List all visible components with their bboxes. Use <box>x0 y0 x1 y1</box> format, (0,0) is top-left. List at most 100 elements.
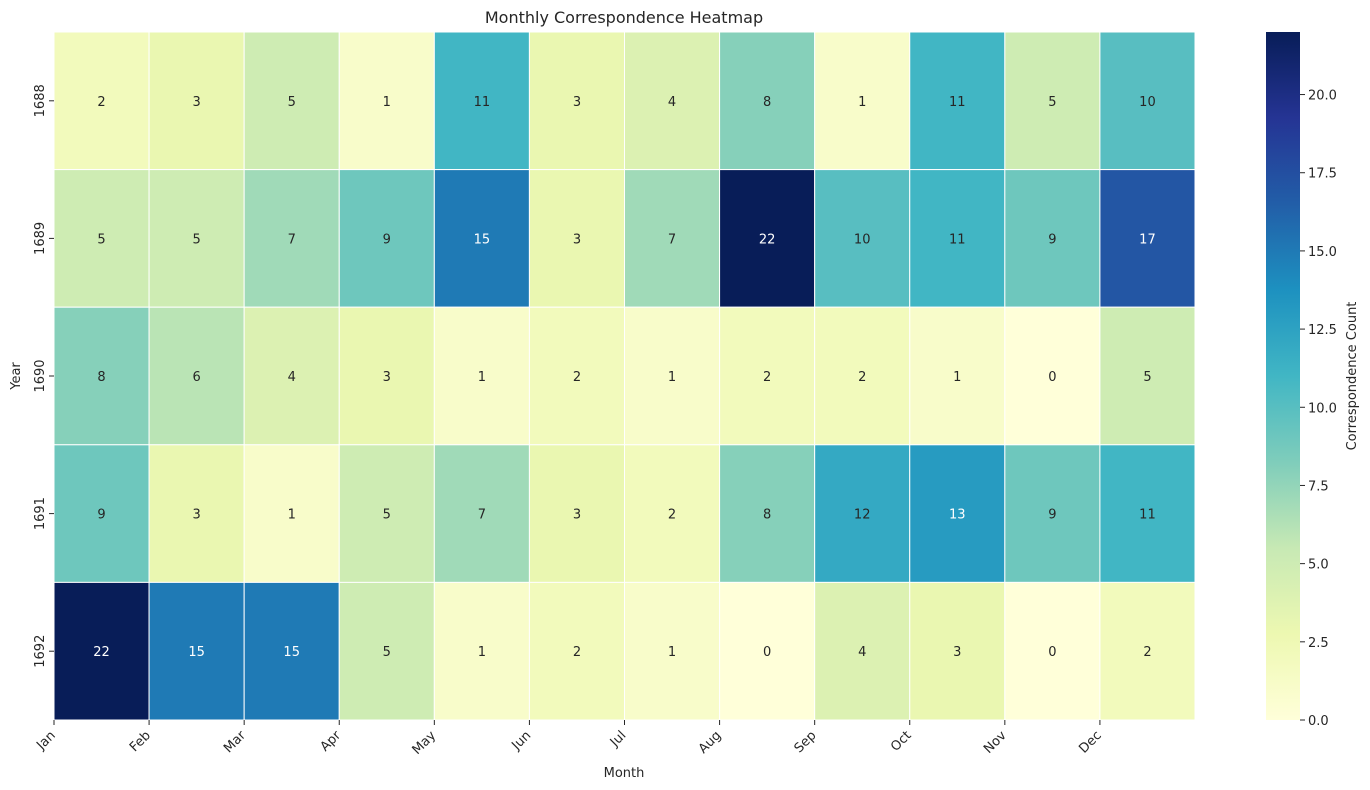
colorbar-tick-label: 5.0 <box>1308 558 1329 573</box>
cell-value-label: 1 <box>668 645 676 660</box>
cell-value-label: 5 <box>1143 370 1151 385</box>
cell-value-label: 5 <box>192 232 200 247</box>
cell-value-label: 9 <box>1048 232 1056 247</box>
cell-value-label: 8 <box>763 508 771 523</box>
x-axis-label: Month <box>604 766 645 781</box>
cell-value-label: 1 <box>288 508 296 523</box>
heatmap-cell <box>338 169 435 308</box>
heatmap-cell <box>433 581 530 721</box>
heatmap-cell <box>528 31 626 171</box>
heatmap-cell <box>53 581 150 721</box>
cell-value-label: 6 <box>192 370 200 385</box>
cell-value-label: 2 <box>858 370 866 385</box>
heatmap-cell <box>243 581 340 721</box>
cell-value-label: 5 <box>97 232 105 247</box>
colorbar-tick-label: 15.0 <box>1308 245 1337 260</box>
colorbar-ticks: 0.0 2.5 5.0 7.5 10.0 12.5 15.0 17.5 20.0 <box>1300 89 1337 729</box>
cell-value-label: 2 <box>97 95 105 110</box>
cell-value-label: 4 <box>858 645 866 660</box>
heatmap-cell <box>433 306 530 446</box>
y-tick-label: 1690 <box>33 359 48 392</box>
heatmap-cell <box>1004 306 1101 446</box>
heatmap-cell <box>814 581 911 721</box>
x-tick-label: Jun <box>509 728 535 754</box>
cell-value-label: 1 <box>668 370 676 385</box>
cell-value-label: 0 <box>763 645 771 660</box>
cell-value-label: 1 <box>953 370 961 385</box>
cell-value-label: 8 <box>763 95 771 110</box>
heatmap-cell <box>1099 169 1196 308</box>
heatmap-cell <box>1004 169 1101 308</box>
cell-value-label: 5 <box>1048 95 1056 110</box>
cell-value-label: 5 <box>288 95 296 110</box>
heatmap-cell <box>53 169 150 308</box>
cell-value-label: 15 <box>474 232 491 247</box>
cell-value-label: 11 <box>474 95 491 110</box>
cell-value-label: 4 <box>288 370 296 385</box>
cell-value-label: 9 <box>383 232 391 247</box>
cell-value-label: 2 <box>1143 645 1151 660</box>
cell-value-label: 12 <box>854 508 871 523</box>
cell-value-label: 9 <box>1048 508 1056 523</box>
x-tick-label: Jul <box>607 728 629 750</box>
heatmap-cell <box>909 444 1006 583</box>
cell-value-label: 3 <box>953 645 961 660</box>
x-tick-label: Aug <box>696 728 725 757</box>
x-tick-label: Mar <box>221 728 249 756</box>
x-tick-label: Nov <box>981 728 1010 757</box>
cell-value-label: 7 <box>288 232 296 247</box>
cell-value-label: 3 <box>383 370 391 385</box>
cell-value-label: 1 <box>858 95 866 110</box>
heatmap-cell <box>624 306 721 446</box>
heatmap-cell <box>148 581 245 721</box>
heatmap-cell <box>148 444 245 583</box>
heatmap-cell <box>338 444 435 583</box>
y-axis-label: Year <box>9 362 24 391</box>
heatmap-cell <box>433 31 530 171</box>
heatmap-cell <box>53 306 150 446</box>
heatmap-cell <box>243 169 340 308</box>
cell-value-label: 7 <box>668 232 676 247</box>
cell-value-label: 3 <box>192 508 200 523</box>
heatmap-cell <box>338 31 435 171</box>
cell-value-label: 1 <box>478 645 486 660</box>
x-tick-label: Oct <box>888 728 915 755</box>
heatmap-cell <box>53 444 150 583</box>
heatmap-cell <box>814 169 911 308</box>
colorbar-tick-label: 17.5 <box>1308 167 1337 182</box>
cell-value-label: 15 <box>283 645 300 660</box>
cell-value-label: 5 <box>383 645 391 660</box>
heatmap-cell <box>624 444 721 583</box>
y-axis: 1688 1689 1690 1691 1692 <box>33 84 54 668</box>
heatmap-cells: 2 3 5 1 11 3 4 8 1 11 5 105 5 7 9 15 3 7 22 10 11 9 178 6 4 3 1 2 1 2… <box>53 31 1196 721</box>
cell-value-label: 5 <box>383 508 391 523</box>
heatmap-cell <box>909 581 1006 721</box>
x-tick-label: Jan <box>33 728 58 753</box>
heatmap-cell <box>528 581 626 721</box>
x-axis: Jan Feb Mar Apr May Jun Jul Aug Sep Oct Nov Dec <box>33 720 1105 758</box>
heatmap-cell <box>719 169 816 308</box>
heatmap-cell <box>338 306 435 446</box>
cell-value-label: 15 <box>188 645 205 660</box>
cell-value-label: 22 <box>759 232 776 247</box>
cell-value-label: 1 <box>383 95 391 110</box>
colorbar-gradient <box>1266 32 1300 720</box>
cell-value-label: 3 <box>192 95 200 110</box>
cell-value-label: 8 <box>97 370 105 385</box>
heatmap-cell <box>148 169 245 308</box>
cell-value-label: 0 <box>1048 370 1056 385</box>
cell-value-label: 22 <box>93 645 110 660</box>
cell-value-label: 2 <box>573 370 581 385</box>
x-tick-label: Sep <box>792 728 820 756</box>
heatmap-cell <box>1099 31 1196 171</box>
heatmap-cell <box>243 31 340 171</box>
heatmap-cell <box>53 31 150 171</box>
colorbar-tick-label: 12.5 <box>1308 323 1337 338</box>
colorbar-tick-label: 2.5 <box>1308 636 1329 651</box>
heatmap-cell <box>1099 581 1196 721</box>
cell-value-label: 2 <box>668 508 676 523</box>
x-tick-label: Feb <box>127 728 154 755</box>
x-tick-label: Dec <box>1076 728 1104 756</box>
cell-value-label: 1 <box>478 370 486 385</box>
cell-value-label: 10 <box>854 232 871 247</box>
